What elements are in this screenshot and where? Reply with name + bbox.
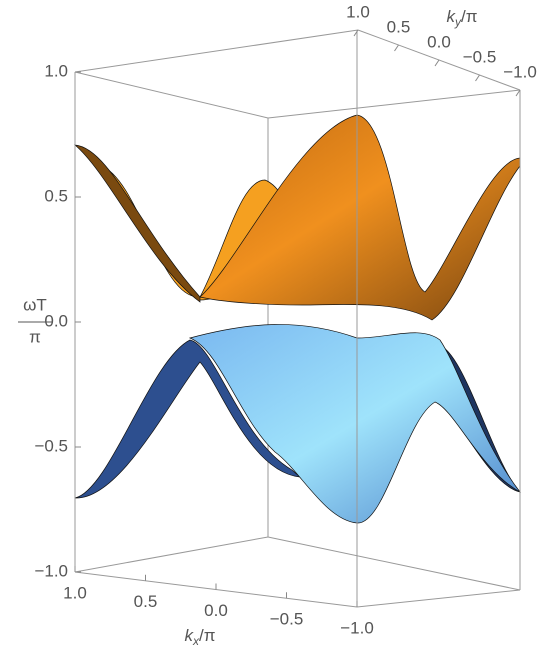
z-label-numerator: ωT bbox=[23, 295, 47, 314]
x-tick-label: 0.5 bbox=[134, 592, 158, 611]
z-tick-label: 0.5 bbox=[44, 186, 68, 205]
y-axis-label: ky/π bbox=[447, 7, 478, 29]
box-front bbox=[74, 29, 521, 608]
x-tick-label: −0.5 bbox=[270, 610, 304, 629]
y-tick bbox=[434, 59, 440, 67]
upper-surface bbox=[199, 114, 521, 321]
z-axis-label: ωT π bbox=[18, 295, 52, 346]
x-label-suffix: /π bbox=[199, 626, 215, 645]
z-tick-label: −1.0 bbox=[34, 561, 68, 580]
y-tick-label: −1.0 bbox=[503, 62, 537, 81]
surfaces bbox=[73, 114, 522, 524]
y-tick-label: 0.0 bbox=[427, 32, 451, 51]
x-axis-label: kx/π bbox=[185, 626, 216, 648]
y-tick bbox=[394, 44, 399, 52]
y-label-subscript: y bbox=[454, 15, 462, 29]
upper-surface-side bbox=[73, 144, 201, 303]
y-tick bbox=[475, 74, 480, 82]
x-tick-label: −1.0 bbox=[340, 618, 374, 637]
z-tick-label: 0.0 bbox=[44, 311, 68, 330]
x-tick-label: 0.0 bbox=[204, 601, 228, 620]
y-tick-label: 0.5 bbox=[387, 17, 411, 36]
lower-surface-side bbox=[74, 339, 302, 499]
z-tick-label: −0.5 bbox=[34, 436, 68, 455]
x-label-symbol: k bbox=[185, 626, 195, 645]
y-tick bbox=[515, 89, 521, 97]
y-label-symbol: k bbox=[447, 7, 457, 26]
z-label-denominator: π bbox=[29, 327, 41, 346]
y-tick-label: 1.0 bbox=[346, 2, 370, 21]
y-label-suffix: /π bbox=[461, 7, 477, 26]
x-label-subscript: x bbox=[192, 634, 200, 648]
y-tick-label: −0.5 bbox=[463, 47, 497, 66]
z-tick-label: 1.0 bbox=[44, 61, 68, 80]
x-tick-label: 1.0 bbox=[63, 583, 87, 602]
y-tick bbox=[353, 29, 359, 37]
